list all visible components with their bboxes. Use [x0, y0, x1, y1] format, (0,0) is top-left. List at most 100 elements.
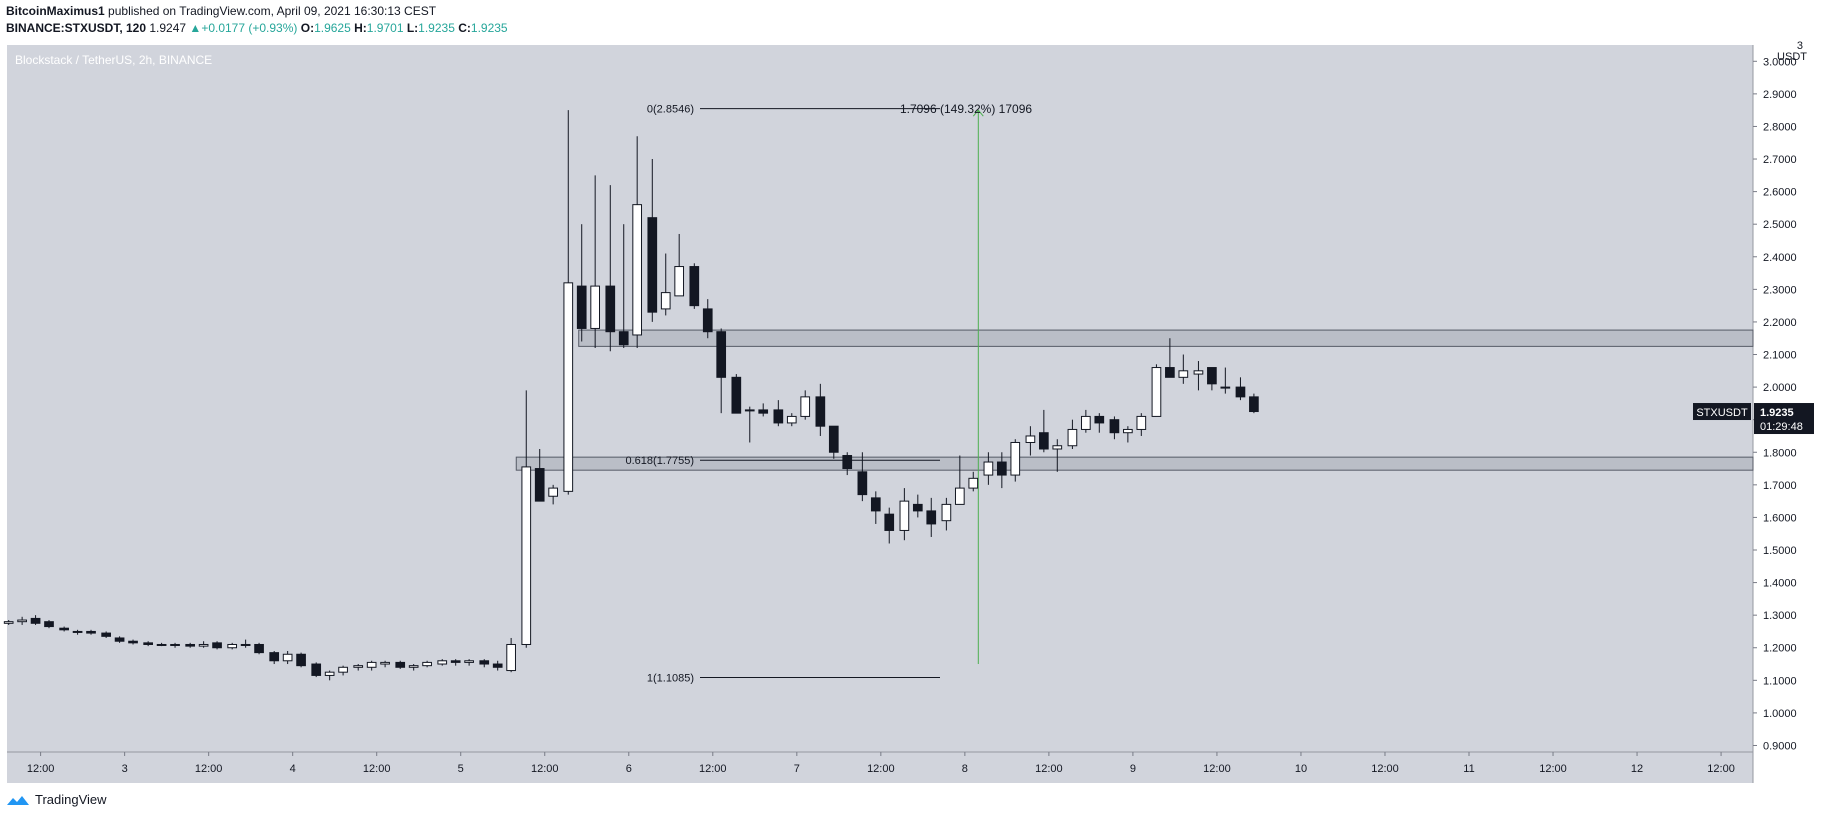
candle[interactable]: [758, 403, 769, 417]
candle[interactable]: [479, 659, 490, 668]
candle[interactable]: [926, 497, 937, 537]
candle[interactable]: [240, 639, 251, 648]
candle[interactable]: [1067, 419, 1078, 449]
candle[interactable]: [143, 641, 153, 647]
time-axis[interactable]: 12:00 3 12:00 4 12:00 5 12:00 6 12:00 7 12:00 8 12:0…: [27, 752, 1735, 775]
candle[interactable]: [338, 665, 348, 676]
candle[interactable]: [983, 452, 994, 485]
candle[interactable]: [899, 488, 910, 541]
candle[interactable]: [212, 641, 222, 650]
candle-body: [198, 643, 209, 647]
candle[interactable]: [72, 629, 83, 635]
candle[interactable]: [702, 299, 713, 339]
candle[interactable]: [269, 651, 280, 665]
candle[interactable]: [576, 224, 587, 342]
candle[interactable]: [395, 660, 406, 669]
candle[interactable]: [227, 642, 238, 650]
candle[interactable]: [366, 660, 377, 671]
candle[interactable]: [1109, 416, 1120, 440]
candle[interactable]: [437, 659, 448, 666]
candle[interactable]: [1094, 413, 1105, 433]
candle[interactable]: [521, 390, 532, 648]
candle[interactable]: [59, 626, 69, 632]
candle[interactable]: [156, 642, 167, 647]
candle[interactable]: [954, 455, 965, 505]
candle[interactable]: [185, 642, 196, 648]
candle[interactable]: [744, 406, 755, 443]
candle[interactable]: [912, 494, 923, 518]
candle[interactable]: [563, 110, 574, 495]
candle[interactable]: [170, 642, 180, 648]
candle[interactable]: [30, 615, 41, 625]
candle[interactable]: [842, 452, 853, 476]
candle[interactable]: [1136, 413, 1147, 436]
candle[interactable]: [86, 629, 96, 635]
candle[interactable]: [1081, 409, 1091, 433]
candle[interactable]: [773, 400, 784, 427]
candle[interactable]: [1039, 409, 1049, 453]
candle[interactable]: [1235, 377, 1246, 401]
price-tick-label: 1.4000: [1763, 578, 1797, 590]
candle[interactable]: [857, 452, 868, 502]
candle[interactable]: [1178, 354, 1189, 384]
candle[interactable]: [800, 390, 811, 420]
candle[interactable]: [590, 175, 601, 348]
candle[interactable]: [1151, 364, 1162, 417]
candle[interactable]: [968, 471, 979, 492]
author-name[interactable]: BitcoinMaximus1: [6, 4, 105, 18]
candle[interactable]: [1010, 439, 1021, 482]
candle[interactable]: [353, 664, 364, 671]
tradingview-logo-icon[interactable]: [6, 793, 30, 807]
candle[interactable]: [870, 491, 881, 524]
candle[interactable]: [492, 660, 503, 671]
candle[interactable]: [815, 383, 826, 436]
candle[interactable]: [408, 664, 419, 671]
candle[interactable]: [422, 660, 432, 668]
candle[interactable]: [884, 507, 895, 544]
candle[interactable]: [674, 233, 685, 297]
candle[interactable]: [17, 616, 27, 625]
candle[interactable]: [548, 484, 558, 505]
candle[interactable]: [44, 620, 54, 629]
candle[interactable]: [324, 670, 335, 681]
candle[interactable]: [311, 662, 322, 678]
candle[interactable]: [689, 263, 700, 309]
candle[interactable]: [731, 374, 742, 414]
candle[interactable]: [1193, 361, 1204, 391]
candle[interactable]: [1249, 393, 1259, 414]
candle-body: [899, 500, 910, 531]
candle[interactable]: [534, 449, 545, 502]
candle[interactable]: [1165, 338, 1175, 378]
candle[interactable]: [254, 642, 264, 655]
candle[interactable]: [1220, 367, 1231, 394]
candle[interactable]: [647, 159, 658, 322]
low-label: L:: [406, 21, 419, 35]
brand-name[interactable]: TradingView: [35, 792, 107, 807]
candle[interactable]: [996, 452, 1007, 489]
candle[interactable]: [282, 651, 293, 665]
candle[interactable]: [828, 425, 839, 459]
candle[interactable]: [198, 641, 209, 648]
candle[interactable]: [618, 224, 629, 348]
candle[interactable]: [1207, 367, 1217, 391]
candle[interactable]: [464, 659, 474, 666]
plot-area[interactable]: [7, 45, 1753, 752]
candle[interactable]: [1123, 426, 1133, 443]
candle[interactable]: [114, 636, 125, 643]
candle[interactable]: [605, 185, 616, 352]
candle[interactable]: [941, 497, 952, 531]
candle[interactable]: [296, 652, 306, 668]
candle[interactable]: [506, 637, 516, 673]
candle[interactable]: [101, 631, 111, 638]
candle[interactable]: [3, 620, 14, 625]
candle[interactable]: [1052, 439, 1063, 472]
candle[interactable]: [1025, 426, 1036, 456]
price-chart[interactable]: 0(2.8546) 0.618(1.7755) 1(1.1085) 1.7096 (…: [0, 0, 1828, 785]
candle[interactable]: [632, 136, 643, 348]
candle[interactable]: [450, 659, 461, 666]
candle[interactable]: [380, 660, 390, 668]
candle[interactable]: [660, 253, 671, 316]
candle[interactable]: [128, 639, 138, 645]
candle[interactable]: [716, 328, 727, 414]
candle[interactable]: [786, 413, 797, 427]
